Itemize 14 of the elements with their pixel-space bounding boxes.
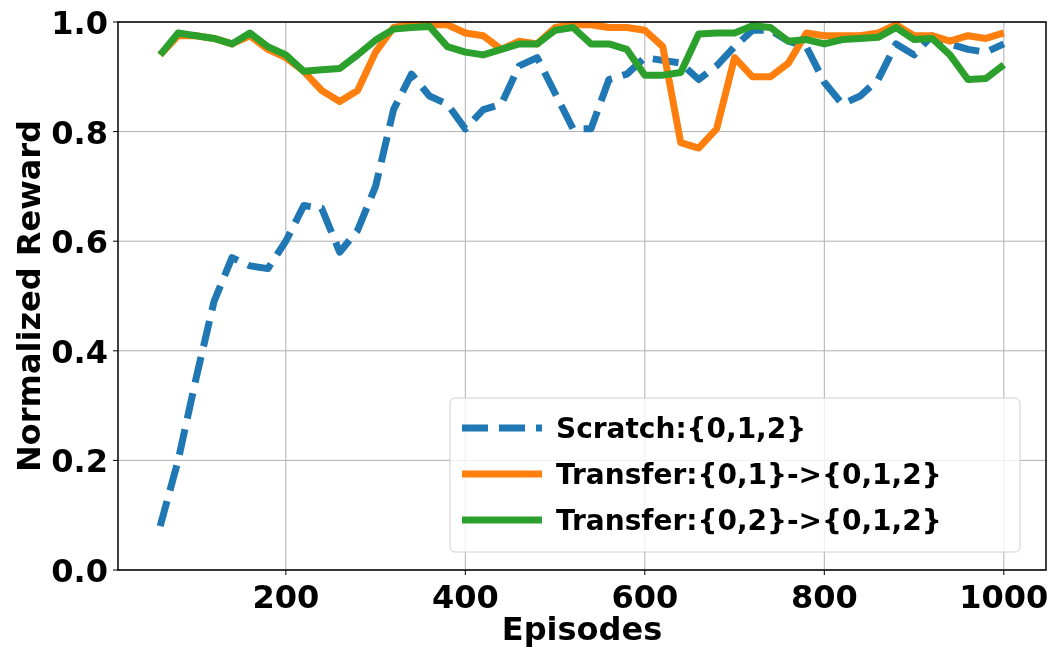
y-axis-title: Normalized Reward <box>10 120 48 472</box>
x-tick-label: 800 <box>790 578 858 616</box>
y-tick-label: 0.8 <box>51 113 108 152</box>
x-tick-label: 1000 <box>959 578 1049 616</box>
y-tick-label: 0.6 <box>51 223 108 262</box>
legend-label: Transfer:{0,1}->{0,1,2} <box>556 458 942 491</box>
y-tick-label: 0.2 <box>51 442 108 481</box>
legend-label: Transfer:{0,2}->{0,1,2} <box>556 504 942 537</box>
x-tick-label: 400 <box>431 578 499 616</box>
y-tick-label: 1.0 <box>51 4 108 42</box>
y-tick-label: 0.0 <box>51 552 108 590</box>
legend-label: Scratch:{0,1,2} <box>556 412 807 445</box>
y-tick-label: 0.4 <box>51 332 108 371</box>
x-tick-label: 200 <box>252 578 320 616</box>
